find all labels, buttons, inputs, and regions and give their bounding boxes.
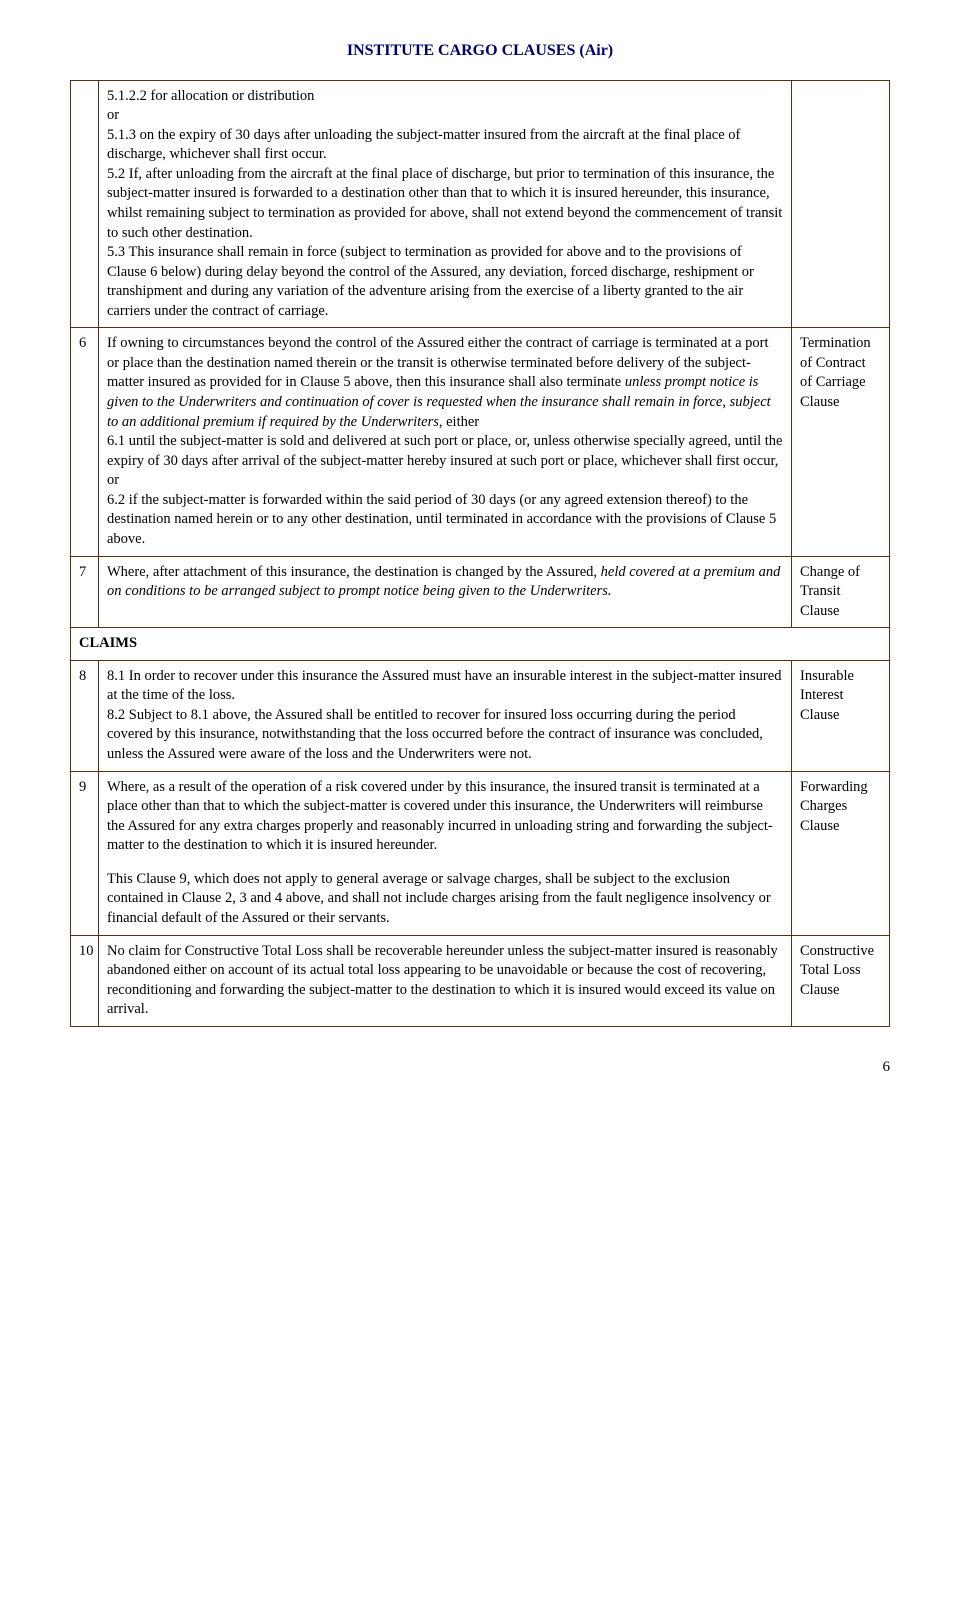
clause-number bbox=[71, 80, 99, 328]
clause-body: If owning to circumstances beyond the co… bbox=[99, 328, 792, 556]
document-title: INSTITUTE CARGO CLAUSES (Air) bbox=[70, 40, 890, 62]
table-row: 7 Where, after attachment of this insura… bbox=[71, 556, 890, 628]
clause-text: 6.2 if the subject-matter is forwarded w… bbox=[107, 491, 783, 550]
clause-number: 9 bbox=[71, 771, 99, 935]
clause-text: or bbox=[107, 471, 783, 491]
clause-text: 5.3 This insurance shall remain in force… bbox=[107, 243, 783, 321]
clause-text: or bbox=[107, 106, 783, 126]
clause-body: No claim for Constructive Total Loss sha… bbox=[99, 935, 792, 1026]
clause-text: 5.1.2.2 for allocation or distribution bbox=[107, 87, 783, 107]
clause-body: Where, after attachment of this insuranc… bbox=[99, 556, 792, 628]
clause-table: 5.1.2.2 for allocation or distribution o… bbox=[70, 80, 890, 1027]
clause-body: 8.1 In order to recover under this insur… bbox=[99, 660, 792, 771]
table-row: 5.1.2.2 for allocation or distribution o… bbox=[71, 80, 890, 328]
claims-header: CLAIMS bbox=[71, 628, 890, 661]
clause-body: Where, as a result of the operation of a… bbox=[99, 771, 792, 935]
spacer bbox=[107, 856, 783, 870]
table-row: 8 8.1 In order to recover under this ins… bbox=[71, 660, 890, 771]
clause-text: Where, as a result of the operation of a… bbox=[107, 778, 783, 856]
table-row: 10 No claim for Constructive Total Loss … bbox=[71, 935, 890, 1026]
clause-text: 6.1 until the subject-matter is sold and… bbox=[107, 432, 783, 471]
table-row: 9 Where, as a result of the operation of… bbox=[71, 771, 890, 935]
text-span: , either bbox=[439, 414, 479, 430]
page-number: 6 bbox=[70, 1057, 890, 1077]
clause-text: 8.2 Subject to 8.1 above, the Assured sh… bbox=[107, 706, 783, 765]
clause-body: 5.1.2.2 for allocation or distribution o… bbox=[99, 80, 792, 328]
clause-text: 5.2 If, after unloading from the aircraf… bbox=[107, 165, 783, 243]
section-header-row: CLAIMS bbox=[71, 628, 890, 661]
clause-number: 10 bbox=[71, 935, 99, 1026]
clause-label: Forwarding Charges Clause bbox=[792, 771, 890, 935]
table-row: 6 If owning to circumstances beyond the … bbox=[71, 328, 890, 556]
clause-label: Insurable Interest Clause bbox=[792, 660, 890, 771]
clause-number: 8 bbox=[71, 660, 99, 771]
clause-number: 7 bbox=[71, 556, 99, 628]
clause-text: No claim for Constructive Total Loss sha… bbox=[107, 942, 783, 1020]
clause-text: 8.1 In order to recover under this insur… bbox=[107, 667, 783, 706]
text-span: Where, after attachment of this insuranc… bbox=[107, 564, 601, 580]
clause-text: Where, after attachment of this insuranc… bbox=[107, 563, 783, 602]
clause-text: If owning to circumstances beyond the co… bbox=[107, 334, 783, 432]
clause-number: 6 bbox=[71, 328, 99, 556]
clause-label: Change of Transit Clause bbox=[792, 556, 890, 628]
clause-label: Constructive Total Loss Clause bbox=[792, 935, 890, 1026]
clause-text: This Clause 9, which does not apply to g… bbox=[107, 870, 783, 929]
clause-text: 5.1.3 on the expiry of 30 days after unl… bbox=[107, 126, 783, 165]
clause-label: Termination of Contract of Carriage Clau… bbox=[792, 328, 890, 556]
clause-label bbox=[792, 80, 890, 328]
